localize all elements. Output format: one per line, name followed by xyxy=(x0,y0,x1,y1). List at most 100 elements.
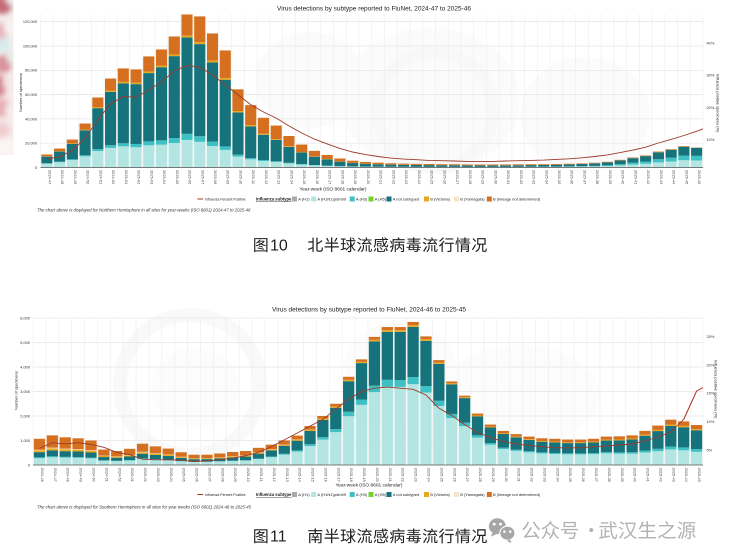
svg-text:2025-30: 2025-30 xyxy=(493,170,498,185)
svg-text:1,000: 1,000 xyxy=(20,438,31,443)
svg-text:2024-47: 2024-47 xyxy=(53,468,58,482)
svg-text:Influenza Percent Positive: Influenza Percent Positive xyxy=(205,493,246,497)
svg-text:10%: 10% xyxy=(707,419,715,424)
svg-text:A not subtyped: A not subtyped xyxy=(393,492,419,497)
svg-text:2025-13: 2025-13 xyxy=(285,468,290,482)
svg-text:Influenza Percent Positive: Influenza Percent Positive xyxy=(205,197,246,201)
svg-text:2025-15: 2025-15 xyxy=(311,468,316,482)
svg-text:Virus detections by subtype re: Virus detections by subtype reported to … xyxy=(272,307,466,314)
svg-text:B (Yamagata): B (Yamagata) xyxy=(460,492,485,497)
svg-text:40,000: 40,000 xyxy=(25,116,38,121)
svg-text:2025-12: 2025-12 xyxy=(272,468,277,482)
svg-text:A (H1N1)pdm09: A (H1N1)pdm09 xyxy=(317,492,346,497)
svg-text:2025-15: 2025-15 xyxy=(302,170,307,184)
svg-text:B (lineage not determined): B (lineage not determined) xyxy=(493,197,541,202)
svg-text:2025-19: 2025-19 xyxy=(362,468,367,482)
svg-text:2025-32: 2025-32 xyxy=(519,170,524,184)
svg-text:2025-26: 2025-26 xyxy=(442,170,447,184)
svg-text:2025-21: 2025-21 xyxy=(379,170,384,184)
svg-text:2025-01: 2025-01 xyxy=(124,170,129,184)
svg-text:2025-13: 2025-13 xyxy=(277,170,282,184)
svg-text:The chart above is displayed f: The chart above is displayed for Norther… xyxy=(37,208,251,213)
svg-text:40%: 40% xyxy=(707,40,715,45)
svg-text:Influenza positive specimens (: Influenza positive specimens (%) xyxy=(714,360,719,419)
svg-text:2025-23: 2025-23 xyxy=(414,468,419,482)
svg-text:Year-week (ISO 8601 calendar): Year-week (ISO 8601 calendar) xyxy=(335,483,402,489)
svg-text:0: 0 xyxy=(28,462,31,467)
svg-text:2024-49: 2024-49 xyxy=(73,170,78,184)
svg-text:2025-35: 2025-35 xyxy=(568,468,573,482)
svg-text:2025-31: 2025-31 xyxy=(517,468,522,482)
svg-text:A (H5): A (H5) xyxy=(375,492,387,497)
svg-text:2025-46: 2025-46 xyxy=(697,170,702,184)
svg-text:2025-34: 2025-34 xyxy=(544,170,549,185)
svg-text:20%: 20% xyxy=(707,105,715,110)
svg-text:2025-43: 2025-43 xyxy=(659,170,664,184)
svg-text:4,000: 4,000 xyxy=(20,364,31,369)
svg-text:2025-37: 2025-37 xyxy=(582,170,587,184)
svg-text:A (H3): A (H3) xyxy=(356,197,368,202)
svg-text:5,000: 5,000 xyxy=(20,340,31,345)
svg-text:2025-18: 2025-18 xyxy=(340,170,345,184)
svg-text:2025-29: 2025-29 xyxy=(491,468,496,482)
svg-text:2025-45: 2025-45 xyxy=(684,170,689,184)
svg-text:2025-39: 2025-39 xyxy=(620,468,625,482)
svg-text:2025-26: 2025-26 xyxy=(452,468,457,482)
svg-text:2025-18: 2025-18 xyxy=(349,468,354,482)
svg-text:2025-17: 2025-17 xyxy=(328,170,333,184)
svg-text:2025-08: 2025-08 xyxy=(213,170,218,184)
svg-text:Number of specimens: Number of specimens xyxy=(14,371,19,410)
svg-text:2025-14: 2025-14 xyxy=(289,170,294,185)
svg-text:2025-30: 2025-30 xyxy=(504,468,509,483)
svg-text:A (H1N1)pdm09: A (H1N1)pdm09 xyxy=(317,197,346,202)
svg-text:2025-12: 2025-12 xyxy=(264,170,269,184)
svg-text:A (H1): A (H1) xyxy=(298,492,310,497)
svg-text:2025-32: 2025-32 xyxy=(530,468,535,482)
svg-text:10%: 10% xyxy=(707,137,715,142)
svg-text:6,000: 6,000 xyxy=(20,315,31,320)
svg-text:2025-04: 2025-04 xyxy=(162,170,167,185)
svg-text:A (H1): A (H1) xyxy=(298,197,310,202)
svg-text:2025-41: 2025-41 xyxy=(646,468,651,482)
svg-text:2025-03: 2025-03 xyxy=(149,170,154,184)
svg-text:2025-10: 2025-10 xyxy=(238,170,243,185)
svg-text:2025-09: 2025-09 xyxy=(233,468,238,482)
svg-text:60,000: 60,000 xyxy=(25,92,38,97)
svg-text:The chart above is displayed f: The chart above is displayed for Souther… xyxy=(37,505,252,510)
svg-text:2025-45: 2025-45 xyxy=(697,468,702,482)
svg-text:2025-02: 2025-02 xyxy=(143,468,148,482)
svg-text:2025-28: 2025-28 xyxy=(468,170,473,184)
svg-text:Virus detections by subtype re: Virus detections by subtype reported to … xyxy=(277,6,471,13)
svg-text:2025-14: 2025-14 xyxy=(298,468,303,483)
svg-text:2024-48: 2024-48 xyxy=(66,468,71,482)
svg-text:20%: 20% xyxy=(707,362,715,367)
svg-text:2024-52: 2024-52 xyxy=(117,468,122,482)
svg-text:2025-06: 2025-06 xyxy=(195,468,200,482)
svg-text:2025-17: 2025-17 xyxy=(336,468,341,482)
svg-text:2025-09: 2025-09 xyxy=(226,170,231,184)
svg-text:A (H3): A (H3) xyxy=(356,492,368,497)
svg-text:2025-38: 2025-38 xyxy=(595,170,600,184)
svg-text:2025-10: 2025-10 xyxy=(246,468,251,483)
svg-text:2024-50: 2024-50 xyxy=(86,170,91,185)
svg-text:2025-03: 2025-03 xyxy=(156,468,161,482)
svg-text:2025-07: 2025-07 xyxy=(200,170,205,184)
svg-text:2025-11: 2025-11 xyxy=(259,468,264,482)
svg-text:2025-25: 2025-25 xyxy=(430,170,435,184)
svg-text:A (H5): A (H5) xyxy=(375,197,387,202)
svg-text:2025-35: 2025-35 xyxy=(557,170,562,184)
svg-text:2025-27: 2025-27 xyxy=(465,468,470,482)
svg-text:30%: 30% xyxy=(707,73,715,78)
svg-text:2025-37: 2025-37 xyxy=(594,468,599,482)
svg-text:2025-16: 2025-16 xyxy=(323,468,328,482)
svg-text:2024-49: 2024-49 xyxy=(79,468,84,482)
svg-text:2025-39: 2025-39 xyxy=(608,170,613,184)
svg-text:2025-38: 2025-38 xyxy=(607,468,612,482)
svg-text:2025-29: 2025-29 xyxy=(481,170,486,184)
svg-text:2025-27: 2025-27 xyxy=(455,170,460,184)
svg-text:B (Yamagata): B (Yamagata) xyxy=(460,197,485,202)
svg-text:2024-47: 2024-47 xyxy=(47,170,52,184)
svg-text:2025-25: 2025-25 xyxy=(439,468,444,482)
svg-text:2025-22: 2025-22 xyxy=(401,468,406,482)
svg-text:20,000: 20,000 xyxy=(25,141,38,146)
